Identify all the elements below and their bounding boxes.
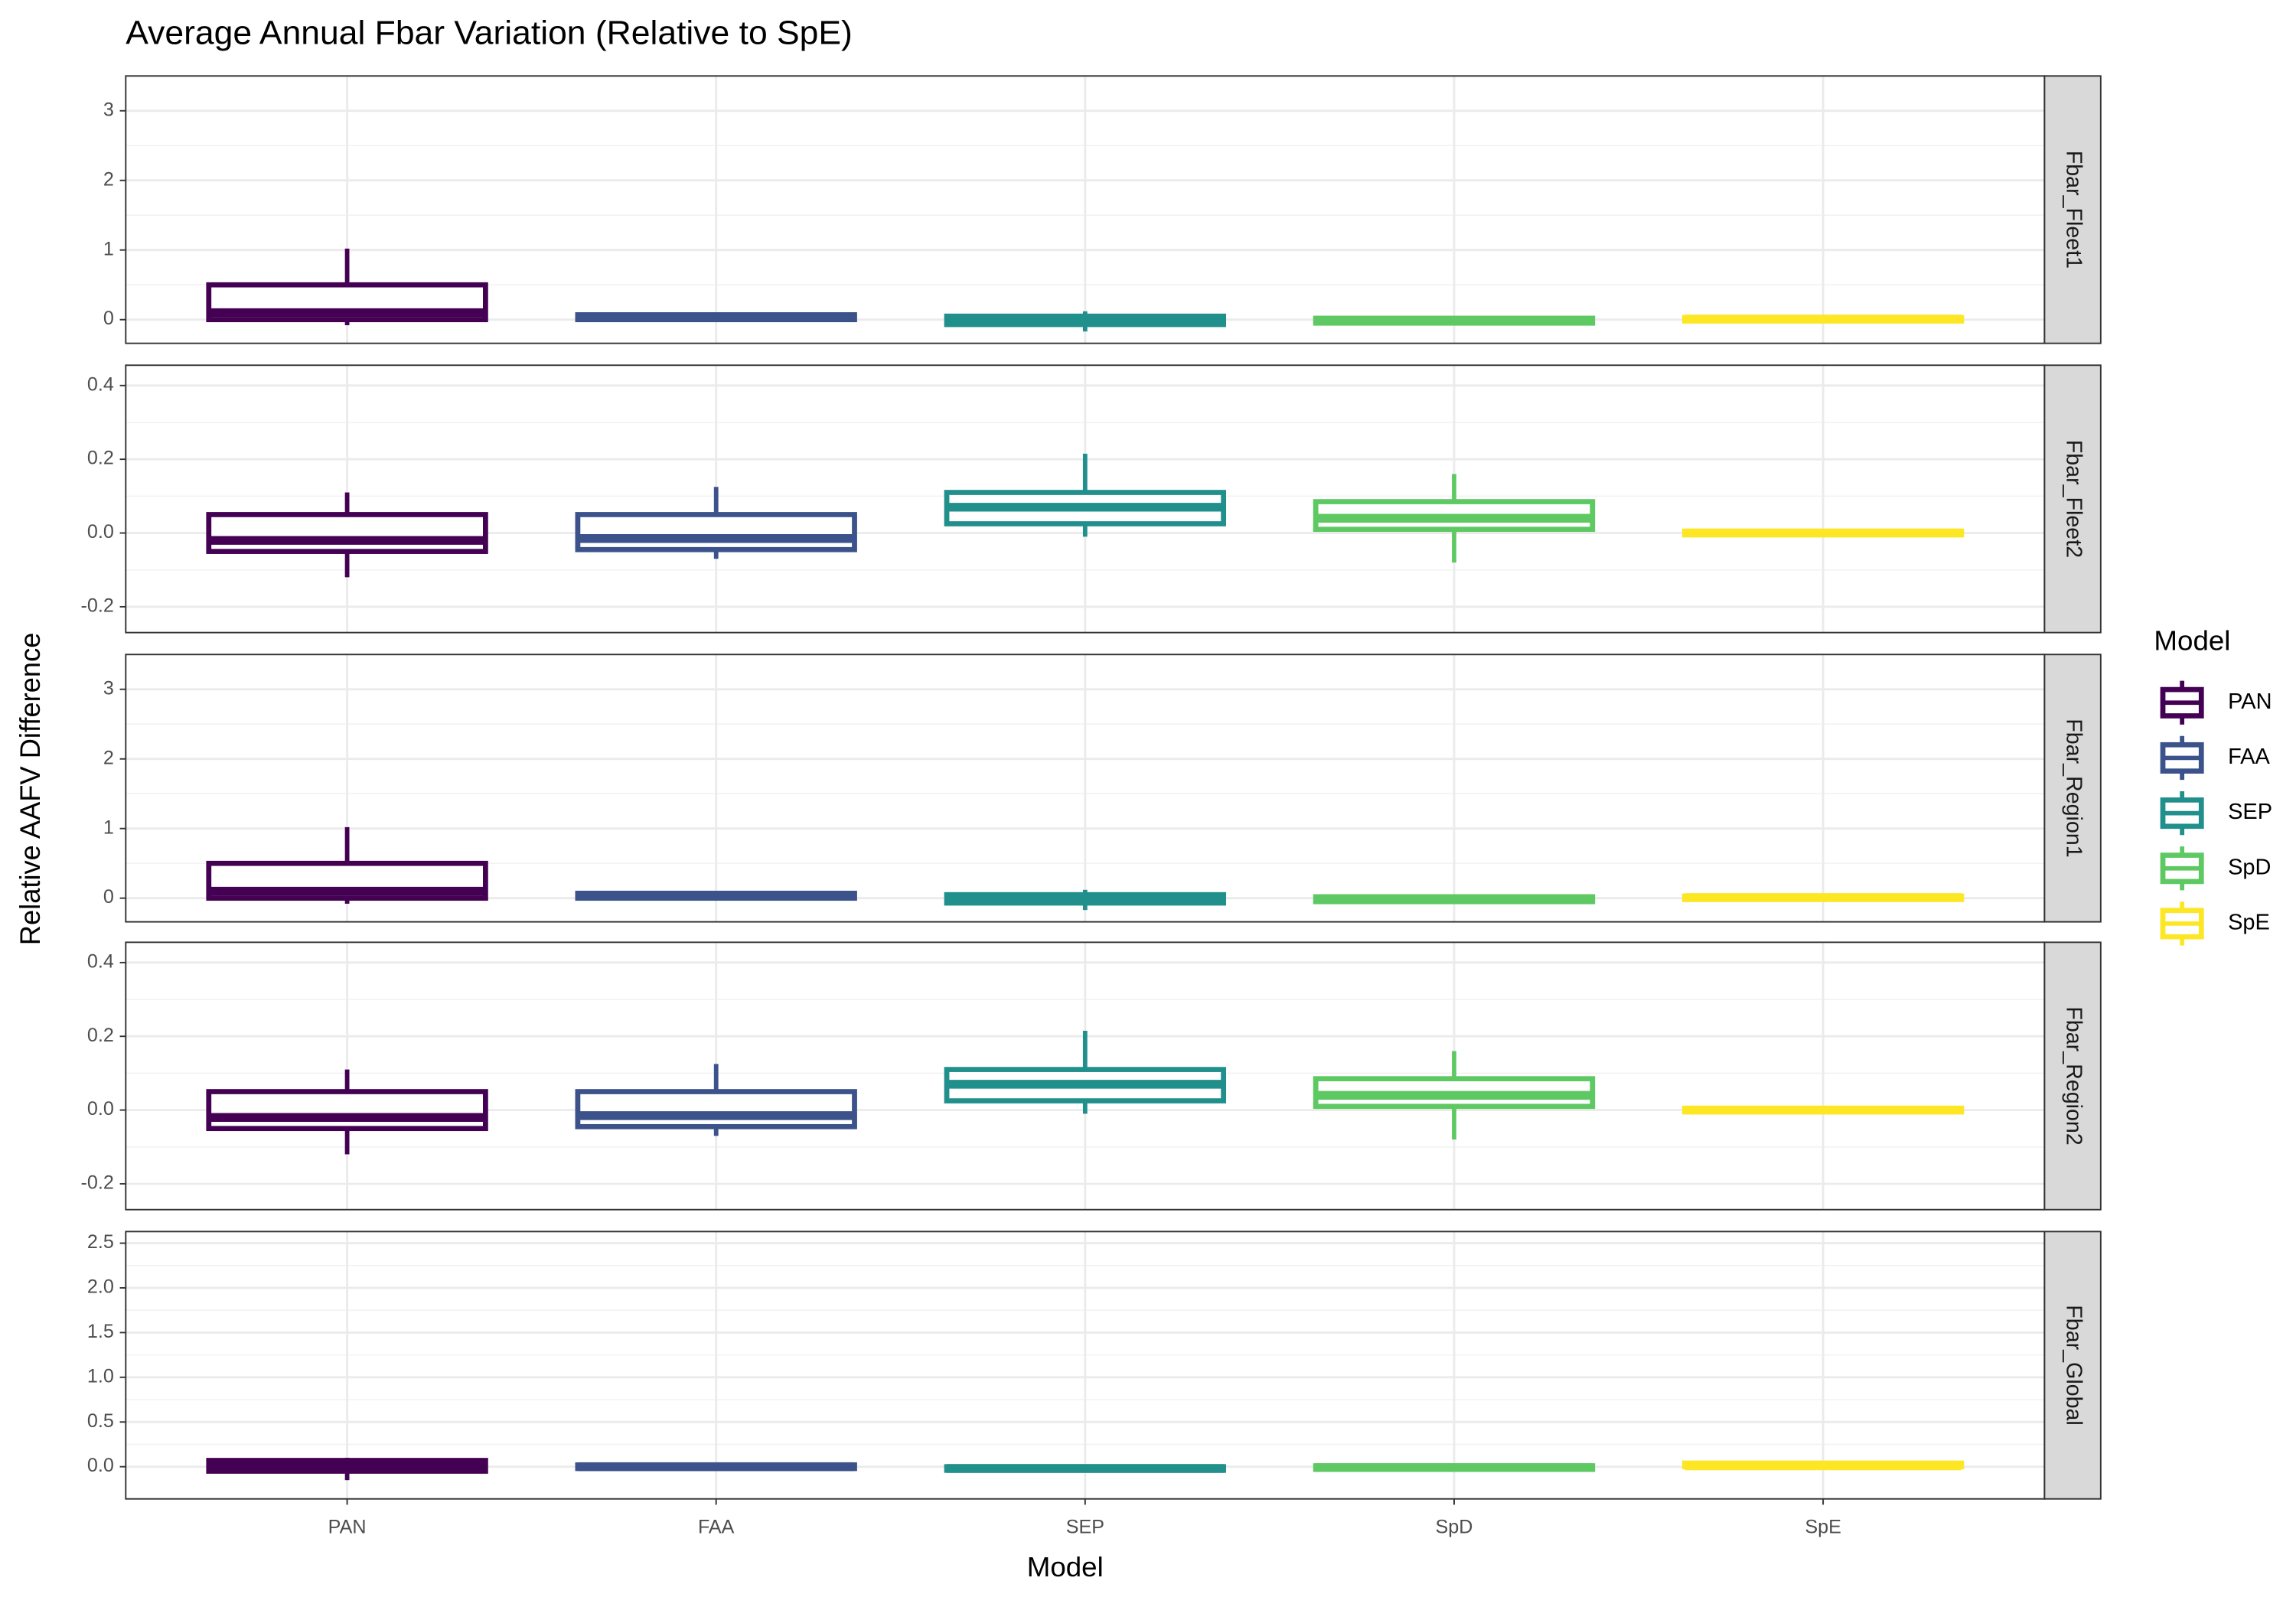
y-tick-label: -0.2 (81, 595, 114, 617)
legend-label: SEP (2228, 800, 2272, 824)
x-tick-label: SpE (1805, 1517, 1841, 1538)
strip-label: Fbar_Global (2061, 1305, 2086, 1425)
y-tick-label: 3 (103, 99, 114, 120)
y-tick-label: 0.0 (87, 1098, 114, 1120)
y-tick-label: 2 (103, 747, 114, 768)
y-tick-label: 0.2 (87, 1025, 114, 1046)
strip (2043, 75, 2102, 344)
box (575, 512, 857, 553)
box (206, 1089, 488, 1132)
y-tick-label: 1.0 (87, 1366, 114, 1387)
x-tick-label: SEP (1066, 1517, 1104, 1538)
box (206, 512, 488, 554)
strip (2043, 941, 2102, 1211)
chart-title: Average Annual Fbar Variation (Relative … (126, 15, 853, 52)
y-tick-label: -0.2 (81, 1172, 114, 1194)
strip-label: Fbar_Fleet2 (2061, 440, 2086, 558)
y-tick-label: 3 (103, 677, 114, 699)
strip (2043, 654, 2102, 923)
legend-label: FAA (2228, 745, 2271, 769)
box (575, 1089, 857, 1129)
y-tick-label: 0.4 (87, 373, 114, 395)
y-tick-label: 2 (103, 168, 114, 190)
legend-label: SpE (2228, 911, 2270, 935)
legend-label: SpD (2228, 855, 2271, 879)
y-tick-label: 2.5 (87, 1231, 114, 1253)
y-tick-label: 0.0 (87, 521, 114, 543)
strip (2043, 1231, 2102, 1500)
y-tick-label: 1 (103, 817, 114, 838)
y-tick-label: 0 (103, 886, 114, 908)
legend-label: PAN (2228, 689, 2272, 714)
x-tick-label: PAN (328, 1517, 367, 1538)
y-tick-label: 1.5 (87, 1321, 114, 1342)
y-axis-label: Relative AAFV Difference (15, 633, 46, 946)
y-tick-label: 1 (103, 238, 114, 259)
x-axis-label: Model (1027, 1551, 1104, 1583)
y-tick-label: 0 (103, 308, 114, 329)
x-tick-label: FAA (698, 1517, 735, 1538)
strip (2043, 364, 2102, 634)
y-tick-label: 0.2 (87, 448, 114, 469)
y-tick-label: 0.4 (87, 951, 114, 973)
y-tick-label: 0.5 (87, 1410, 114, 1432)
y-tick-label: 0.0 (87, 1455, 114, 1476)
strip-label: Fbar_Region2 (2061, 1006, 2086, 1145)
strip-label: Fbar_Region1 (2061, 719, 2086, 857)
x-tick-label: SpD (1436, 1517, 1473, 1538)
strip-label: Fbar_Fleet1 (2061, 151, 2086, 269)
legend-title: Model (2154, 625, 2230, 657)
y-tick-label: 2.0 (87, 1276, 114, 1298)
